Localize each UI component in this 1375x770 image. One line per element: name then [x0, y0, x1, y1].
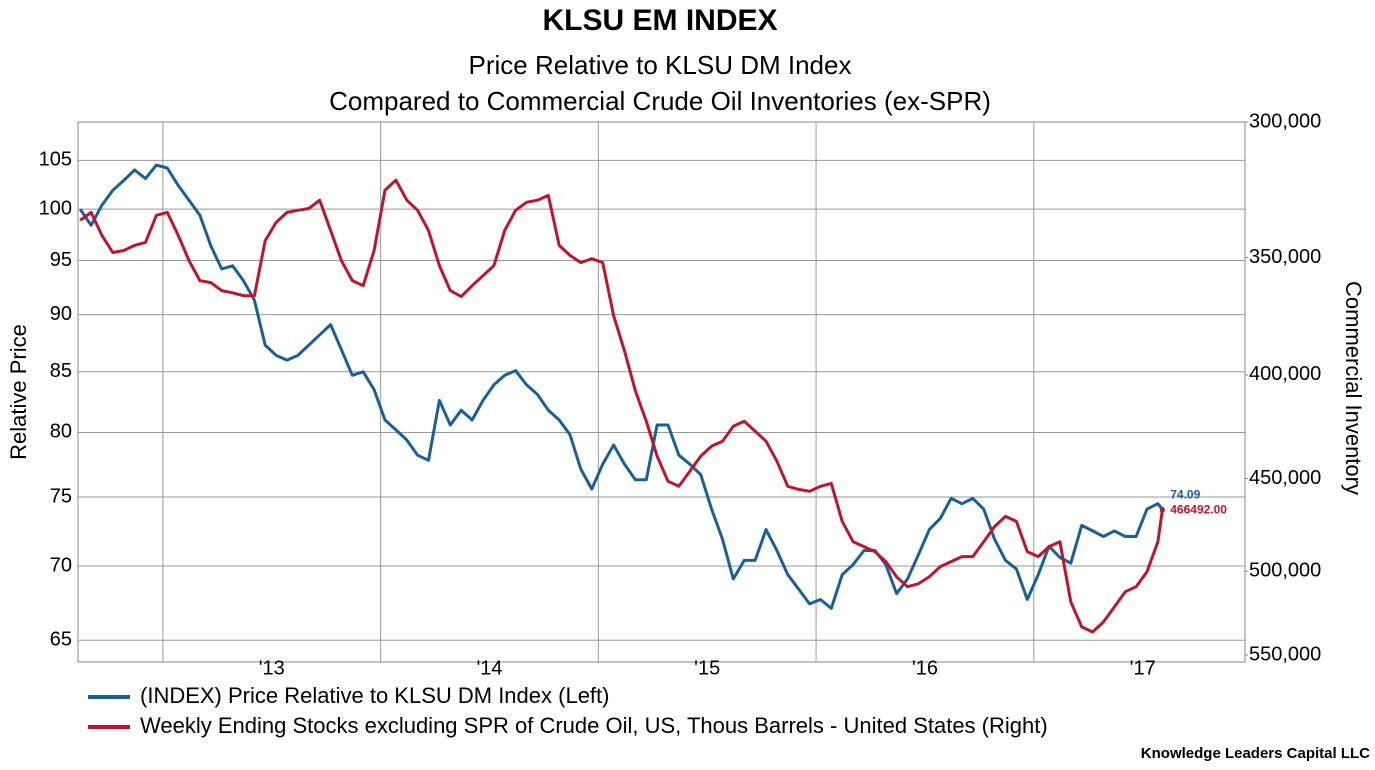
x-tick-label: '14: [476, 657, 502, 679]
series-line: [79, 178, 1164, 634]
y2-tick-label: 300,000: [1249, 110, 1321, 132]
y-tick-label: 65: [50, 628, 72, 650]
x-tick-label: '17: [1130, 657, 1156, 679]
y2-tick-label: 350,000: [1249, 246, 1321, 268]
y-axis-label: Relative Price: [6, 324, 31, 460]
series-line: [78, 163, 1164, 610]
y-tick-label: 100: [39, 197, 72, 219]
plot-area: [77, 121, 1246, 663]
y-tick-label: 90: [50, 303, 72, 325]
end-marker: [1159, 507, 1165, 513]
y-tick-label: 75: [50, 485, 72, 507]
y-tick-label: 95: [50, 249, 72, 271]
y-tick-label: 80: [50, 421, 72, 443]
y2-tick-label: 450,000: [1249, 467, 1321, 489]
x-tick-label: '16: [912, 657, 938, 679]
legend-label: (INDEX) Price Relative to KLSU DM Index …: [140, 683, 609, 708]
y2-tick-label: 550,000: [1249, 643, 1321, 665]
y2-axis-label: Commercial Inventory: [1341, 281, 1366, 495]
x-tick-label: '13: [259, 657, 285, 679]
chart-subtitle: Price Relative to KLSU DM Index: [469, 50, 852, 80]
legend-label: Weekly Ending Stocks excluding SPR of Cr…: [140, 713, 1048, 738]
value-label: 74.09: [1170, 487, 1200, 501]
chart-subtitle: Compared to Commercial Crude Oil Invento…: [329, 86, 991, 116]
y2-tick-label: 400,000: [1249, 363, 1321, 385]
chart-title: KLSU EM INDEX: [542, 4, 777, 37]
value-label: 466492.00: [1170, 502, 1227, 516]
y2-tick-label: 500,000: [1249, 559, 1321, 581]
source: Knowledge Leaders Capital LLC: [1141, 745, 1370, 762]
x-tick-label: '15: [694, 657, 720, 679]
y-tick-label: 105: [39, 149, 72, 171]
y-tick-label: 70: [50, 554, 72, 576]
y-tick-label: 85: [50, 360, 72, 382]
